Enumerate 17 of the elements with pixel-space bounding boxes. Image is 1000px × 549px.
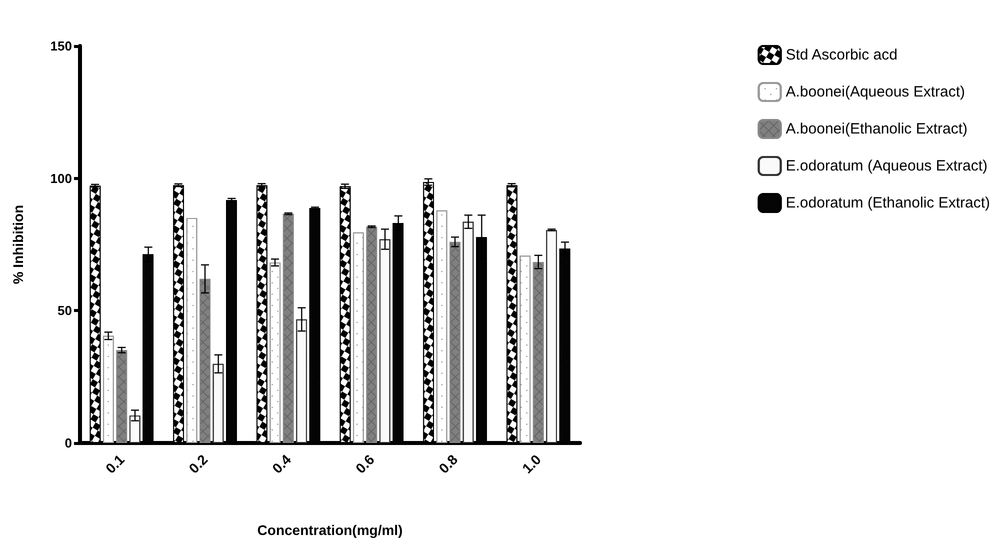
legend-label: A.boonei(Aqueous Extract) <box>786 84 966 100</box>
x-tick-label: 0.1 <box>102 451 128 476</box>
y-tick-label: 0 <box>64 436 72 450</box>
legend-label: E.odoratum (Ethanolic Extract) <box>786 194 990 212</box>
x-tick-label: 1.0 <box>518 451 544 476</box>
legend-label: E.odoratum (Aqueous Extract) <box>786 158 988 174</box>
y-tick-label: 50 <box>58 303 72 318</box>
x-tick-label: 0.6 <box>352 451 378 476</box>
x-tick-label: 0.8 <box>436 451 461 476</box>
x-tick-label: 0.2 <box>186 451 211 476</box>
x-tick-label: 0.4 <box>268 451 294 476</box>
y-axis-title: % Inhibition <box>10 204 26 284</box>
y-tick-label: 100 <box>50 170 72 186</box>
y-tick-label: 150 <box>50 38 72 54</box>
legend-label: A.boonei(Ethanolic Extract) <box>786 120 968 138</box>
legend-label: Std Ascorbic acd <box>786 46 898 64</box>
x-axis-title: Concentration(mg/ml) <box>257 522 403 538</box>
